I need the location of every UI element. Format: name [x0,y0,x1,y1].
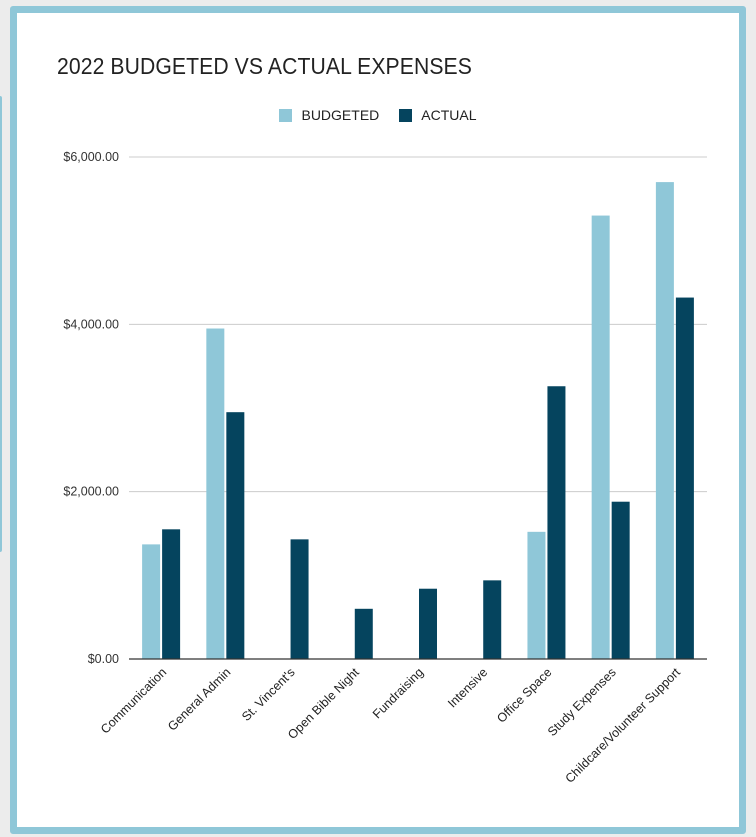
bar-actual [483,580,502,659]
y-tick-label: $6,000.00 [63,150,119,164]
bar-budgeted [655,182,674,659]
bar-plot: $0.00 $2,000.00 $4,000.00 $6,000.00 Communic… [63,150,707,786]
legend-item-actual[interactable]: ACTUAL [399,107,477,123]
y-tick-label: $4,000.00 [63,317,119,331]
x-tick-label: Open Bible Night [285,665,362,742]
chart-legend: BUDGETED ACTUAL [17,107,739,123]
x-tick-label: General Admin [165,665,233,733]
y-tick-label: $0.00 [88,652,119,666]
x-tick-label: Communication [98,665,169,736]
y-tick-label: $2,000.00 [63,485,119,499]
bar-actual [354,608,373,659]
legend-swatch-budgeted [279,108,293,122]
chart-card: 2022 BUDGETED VS ACTUAL EXPENSES BUDGETE… [10,6,746,834]
bar-actual [419,588,437,659]
x-tick-label: Intensive [445,665,490,710]
legend-swatch-actual [399,108,413,122]
bar-budgeted [142,544,161,659]
adjacent-panel-edge [0,96,2,552]
x-tick-label: Office Space [494,665,554,725]
x-tick-label: St. Vincent's [239,665,298,724]
bar-actual [547,386,566,659]
bar-budgeted [527,531,546,659]
x-tick-label: Fundraising [370,665,426,721]
bar-actual [611,501,630,659]
legend-label-budgeted: BUDGETED [301,107,380,123]
chart-title: 2022 BUDGETED VS ACTUAL EXPENSES [57,53,472,79]
x-tick-label: Childcare/Volunteer Support [563,665,684,786]
bar-budgeted [591,215,610,660]
bar-actual [675,297,694,659]
legend-item-budgeted[interactable]: BUDGETED [279,107,379,123]
legend-label-actual: ACTUAL [421,107,477,123]
bar-budgeted [206,328,225,659]
bar-actual [226,412,245,659]
bar-actual [290,539,309,659]
x-tick-label: Study Expenses [545,665,619,739]
bar-actual [162,529,181,659]
